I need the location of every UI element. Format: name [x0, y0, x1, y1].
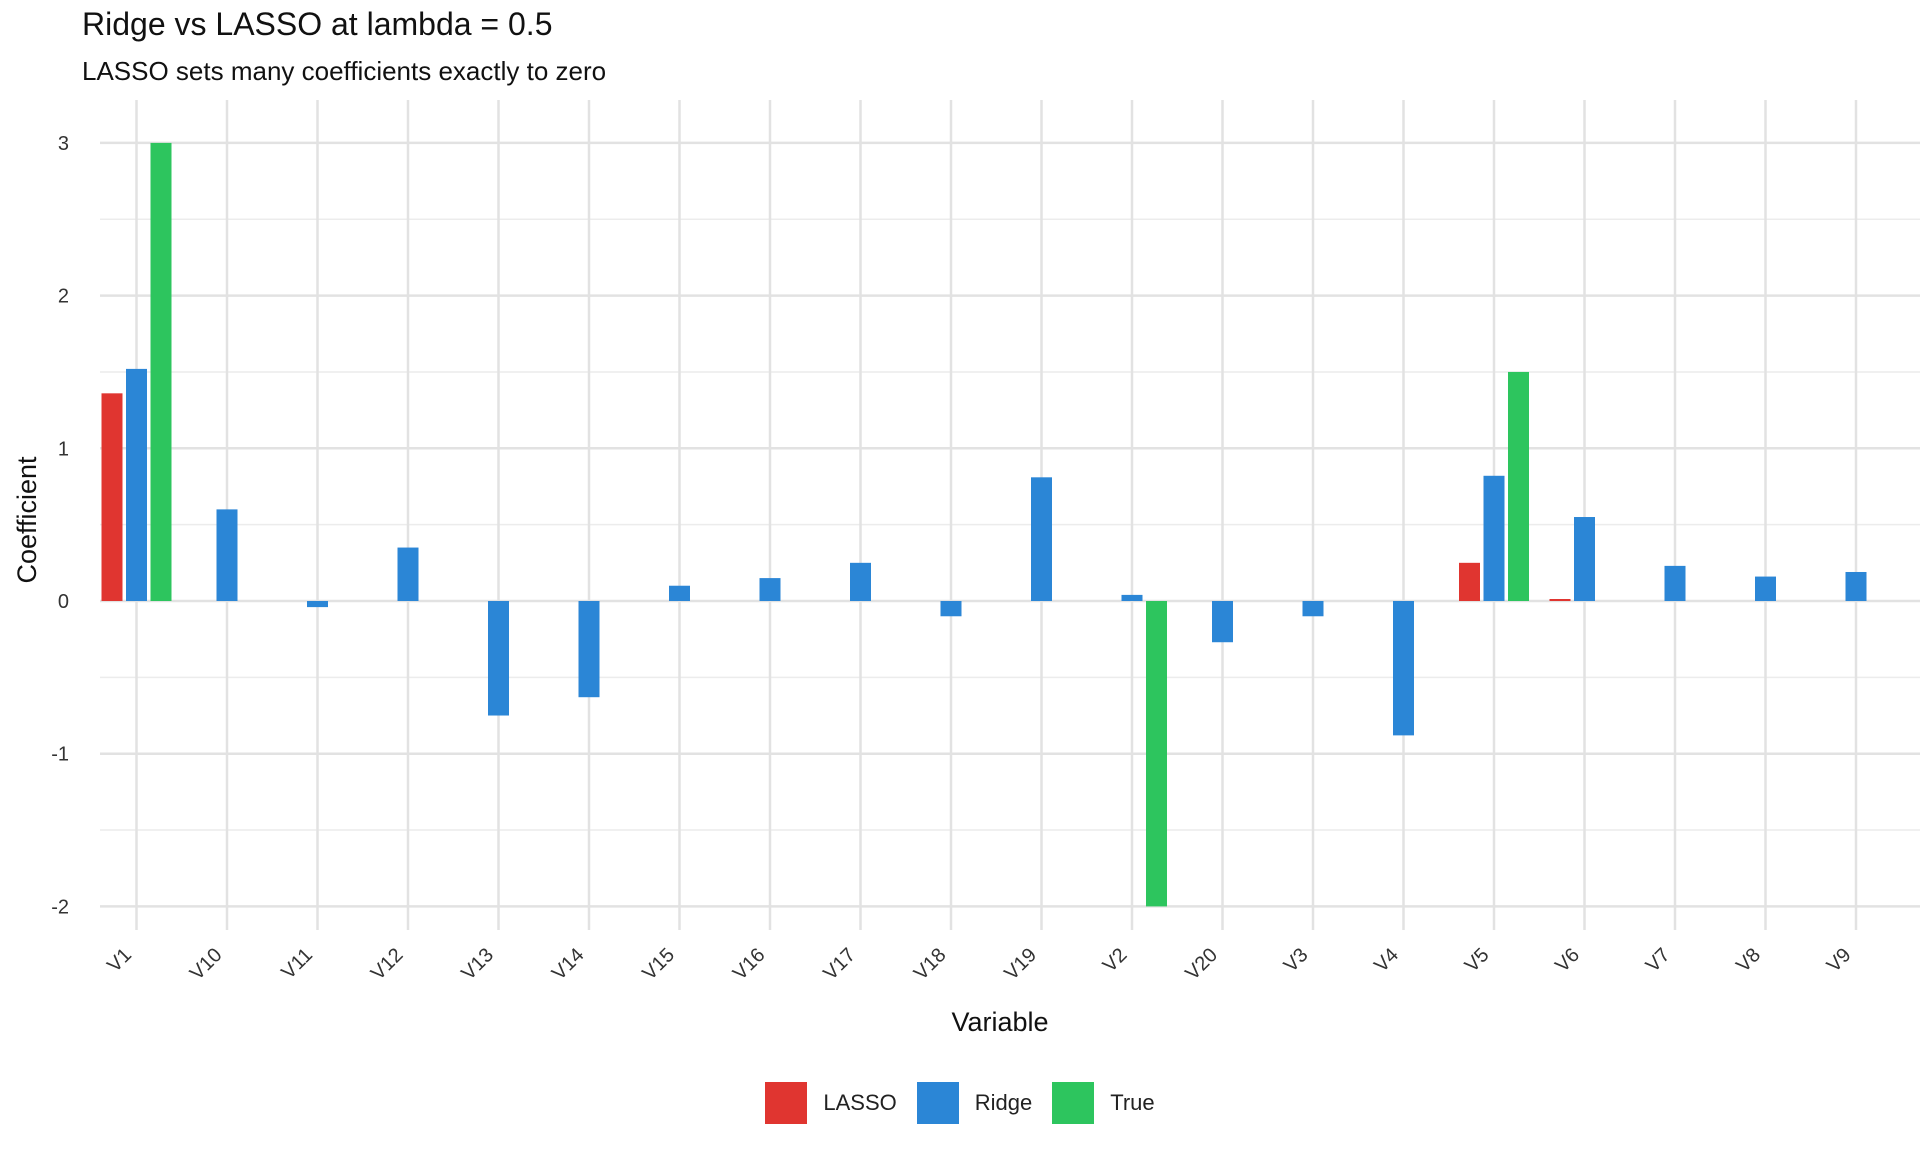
bar-true-v2	[1146, 601, 1167, 907]
bar-ridge-v5	[1483, 475, 1505, 601]
bar-ridge-v9	[1845, 571, 1867, 601]
x-tick-label: V10	[186, 944, 227, 985]
y-tick-label: -2	[51, 896, 69, 918]
bar-lasso-v1	[101, 393, 123, 601]
x-tick-label: V6	[1551, 944, 1584, 977]
legend-label-true: True	[1110, 1090, 1155, 1115]
bar-ridge-v7	[1664, 565, 1686, 601]
bar-ridge-v16	[759, 578, 781, 601]
y-tick-label: 3	[58, 133, 69, 155]
x-tick-label: V17	[819, 944, 860, 985]
bar-ridge-v10	[216, 509, 238, 601]
bar-ridge-v14	[578, 601, 600, 698]
bar-ridge-v11	[307, 601, 328, 608]
bar-ridge-v8	[1755, 576, 1776, 601]
bar-ridge-v15	[669, 585, 690, 601]
bars	[101, 142, 1867, 907]
bar-ridge-v13	[488, 601, 509, 716]
x-tick-label: V8	[1732, 944, 1765, 977]
x-tick-label: V7	[1642, 944, 1675, 977]
bar-ridge-v19	[1031, 477, 1052, 601]
bar-lasso-v6	[1549, 599, 1571, 601]
bar-ridge-v18	[940, 601, 962, 617]
x-tick-label: V20	[1181, 944, 1222, 985]
x-tick-label: V9	[1823, 944, 1856, 977]
legend-swatch-true	[1052, 1082, 1095, 1124]
x-tick-label: V1	[103, 944, 136, 977]
x-tick-label: V5	[1461, 944, 1494, 977]
bar-ridge-v3	[1302, 601, 1324, 617]
x-tick-label: V11	[277, 944, 317, 984]
y-tick-label: 1	[58, 438, 69, 460]
x-axis-ticks: V1 V10 V11 V12 V13 V14 V15 V16 V17 V18 V19 V2 V20 V3 V…	[103, 944, 1855, 985]
x-tick-label: V12	[367, 944, 408, 985]
legend-item-true: True	[1052, 1082, 1155, 1124]
legend-swatch-ridge	[916, 1082, 959, 1124]
y-axis-label: Coefficient	[12, 456, 42, 584]
x-tick-label: V4	[1370, 944, 1403, 977]
legend-item-ridge: Ridge	[916, 1082, 1033, 1124]
x-tick-label: V15	[638, 944, 679, 985]
y-axis-ticks: -2 -1 0 1 2 3	[51, 133, 69, 919]
x-tick-label: V16	[729, 944, 770, 985]
bar-ridge-v2	[1121, 594, 1143, 601]
bar-ridge-v17	[850, 562, 871, 601]
chart-subtitle: LASSO sets many coefficients exactly to …	[82, 56, 607, 86]
x-tick-label: V13	[457, 944, 498, 985]
y-tick-label: 2	[58, 286, 69, 308]
x-tick-label: V2	[1099, 944, 1132, 977]
x-tick-label: V18	[910, 944, 951, 985]
bar-ridge-v12	[397, 547, 419, 601]
x-tick-label: V3	[1280, 944, 1313, 977]
bar-ridge-v1	[126, 368, 147, 601]
legend-label-ridge: Ridge	[974, 1090, 1033, 1115]
legend: LASSO Ridge True	[0, 1082, 1920, 1124]
x-tick-label: V14	[548, 944, 589, 985]
bar-ridge-v20	[1212, 601, 1233, 643]
bar-true-v5	[1508, 371, 1529, 601]
x-tick-label: V19	[1000, 944, 1041, 985]
bar-true-v1	[150, 142, 172, 601]
grid-lines	[100, 100, 1920, 930]
x-axis-label: Variable	[951, 1007, 1048, 1037]
bar-ridge-v4	[1393, 601, 1414, 736]
y-tick-label: -1	[51, 744, 69, 766]
bar-ridge-v6	[1574, 517, 1595, 601]
legend-item-lasso: LASSO	[765, 1082, 897, 1124]
bar-lasso-v5	[1459, 562, 1480, 601]
y-tick-label: 0	[58, 591, 69, 613]
legend-label-lasso: LASSO	[823, 1090, 897, 1115]
legend-swatch-lasso	[765, 1082, 808, 1124]
chart-title: Ridge vs LASSO at lambda = 0.5	[82, 6, 553, 42]
